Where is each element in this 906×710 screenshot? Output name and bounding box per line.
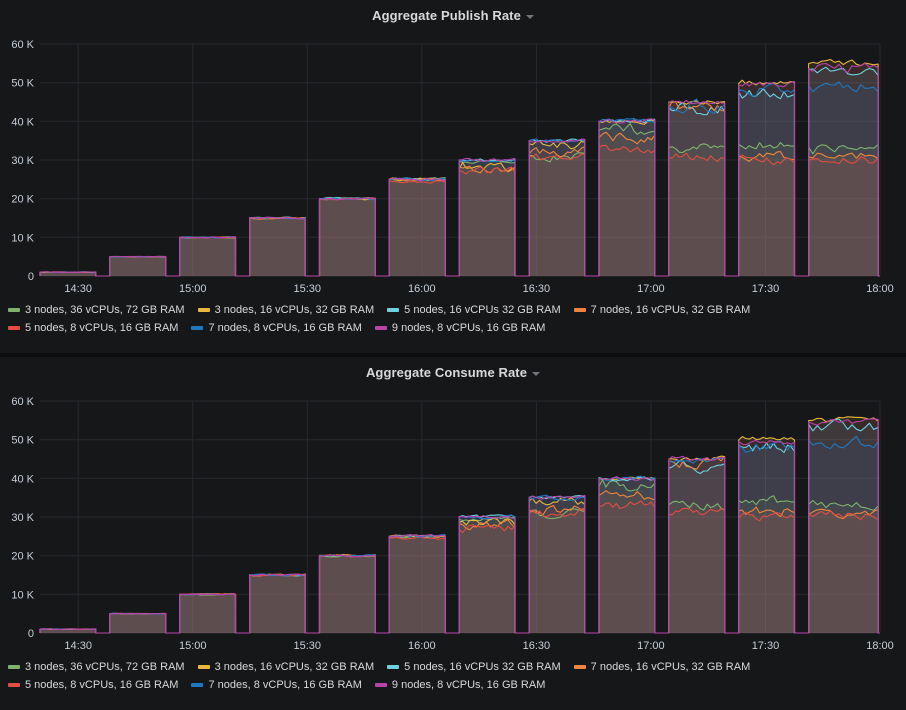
y-tick-label: 10 K (11, 232, 34, 244)
legend-item[interactable]: 7 nodes, 8 vCPUs, 16 GB RAM (191, 319, 362, 337)
legend-label: 3 nodes, 36 vCPUs, 72 GB RAM (25, 304, 185, 316)
panel-menu-caret-icon[interactable] (532, 371, 541, 376)
publish-rate-legend: 3 nodes, 36 vCPUs, 72 GB RAM 3 nodes, 16 … (0, 298, 906, 337)
y-tick-label: 30 K (11, 512, 34, 524)
panel-divider (0, 353, 906, 357)
legend-label: 3 nodes, 16 vCPUs, 32 GB RAM (214, 304, 375, 316)
series-line (39, 418, 880, 634)
series-area (40, 418, 880, 633)
x-tick-label: 15:00 (179, 283, 207, 295)
legend-label: 7 nodes, 16 vCPUs, 32 GB RAM (590, 661, 751, 673)
legend-item[interactable]: 7 nodes, 8 vCPUs, 16 GB RAM (191, 676, 362, 694)
consume-rate-legend: 3 nodes, 36 vCPUs, 72 GB RAM 3 nodes, 16 … (0, 655, 906, 694)
legend-item[interactable]: 9 nodes, 8 vCPUs, 16 GB RAM (374, 676, 546, 694)
legend-label: 3 nodes, 36 vCPUs, 72 GB RAM (25, 661, 185, 673)
y-tick-label: 60 K (11, 39, 34, 51)
x-tick-label: 17:30 (752, 640, 780, 652)
legend-item[interactable]: 5 nodes, 16 vCPUs 32 GB RAM (387, 301, 561, 319)
series-color-icon (374, 683, 387, 687)
x-tick-label: 16:30 (523, 640, 551, 652)
panel-menu-caret-icon[interactable] (525, 14, 534, 19)
x-tick-label: 14:30 (64, 640, 92, 652)
y-tick-label: 30 K (11, 155, 34, 167)
legend-item[interactable]: 5 nodes, 16 vCPUs 32 GB RAM (387, 658, 561, 676)
y-tick-label: 40 K (11, 473, 34, 485)
y-tick-label: 50 K (11, 435, 34, 447)
legend-item[interactable]: 3 nodes, 36 vCPUs, 72 GB RAM (8, 301, 185, 319)
series-color-icon (8, 665, 20, 669)
legend-item[interactable]: 5 nodes, 8 vCPUs, 16 GB RAM (8, 319, 178, 337)
legend-item[interactable]: 7 nodes, 16 vCPUs, 32 GB RAM (573, 658, 751, 676)
y-tick-label: 50 K (11, 78, 34, 90)
series-line (39, 62, 880, 277)
x-tick-label: 17:00 (637, 640, 665, 652)
y-tick-label: 0 (28, 628, 34, 640)
legend-item[interactable]: 9 nodes, 8 vCPUs, 16 GB RAM (374, 319, 546, 337)
x-tick-label: 18:00 (866, 640, 894, 652)
legend-label: 5 nodes, 16 vCPUs 32 GB RAM (404, 304, 561, 316)
legend-label: 3 nodes, 16 vCPUs, 32 GB RAM (214, 661, 375, 673)
legend-item[interactable]: 7 nodes, 16 vCPUs, 32 GB RAM (573, 301, 751, 319)
panel-title[interactable]: Aggregate Consume Rate (365, 364, 528, 380)
series-color-icon (8, 308, 20, 312)
consume-rate-chart[interactable]: 0 10 K 20 K 30 K 40 K 50 K 60 K 14:30 15:00 15:30… (0, 387, 906, 655)
legend-item[interactable]: 5 nodes, 8 vCPUs, 16 GB RAM (8, 676, 178, 694)
series-color-icon (374, 326, 387, 330)
legend-item[interactable]: 3 nodes, 16 vCPUs, 32 GB RAM (197, 301, 375, 319)
y-tick-label: 20 K (11, 194, 34, 206)
x-tick-label: 16:00 (408, 640, 436, 652)
panel-header: Aggregate Publish Rate (0, 0, 906, 30)
panel-aggregate-consume-rate: Aggregate Consume Rate 0 10 K 20 K 30 K 40 K… (0, 357, 906, 710)
x-tick-label: 15:00 (179, 640, 207, 652)
series-color-icon (387, 665, 400, 669)
series-area (40, 63, 880, 276)
series-color-icon (387, 308, 400, 312)
legend-label: 5 nodes, 8 vCPUs, 16 GB RAM (25, 322, 179, 334)
series-color-icon (191, 683, 204, 687)
panel-title[interactable]: Aggregate Publish Rate (372, 7, 521, 23)
x-tick-label: 16:30 (523, 283, 551, 295)
y-tick-label: 60 K (11, 396, 34, 408)
series-color-icon (573, 665, 586, 669)
x-tick-label: 15:30 (294, 640, 322, 652)
legend-label: 7 nodes, 8 vCPUs, 16 GB RAM (208, 322, 362, 334)
legend-label: 9 nodes, 8 vCPUs, 16 GB RAM (391, 679, 546, 691)
x-tick-label: 15:30 (294, 283, 322, 295)
y-tick-label: 10 K (11, 589, 34, 601)
x-tick-label: 16:00 (408, 283, 436, 295)
series-color-icon (573, 308, 586, 312)
x-tick-label: 17:30 (752, 283, 780, 295)
publish-rate-chart[interactable]: 0 10 K 20 K 30 K 40 K 50 K 60 K 14:30 15:00 15:30… (0, 30, 906, 298)
series-color-icon (8, 683, 20, 687)
legend-label: 5 nodes, 8 vCPUs, 16 GB RAM (25, 679, 179, 691)
legend-label: 7 nodes, 16 vCPUs, 32 GB RAM (590, 304, 751, 316)
x-tick-label: 14:30 (64, 283, 92, 295)
y-tick-label: 0 (28, 271, 34, 283)
y-tick-label: 20 K (11, 551, 34, 563)
series-color-icon (197, 308, 210, 312)
y-tick-label: 40 K (11, 116, 34, 128)
legend-item[interactable]: 3 nodes, 36 vCPUs, 72 GB RAM (8, 658, 185, 676)
series-color-icon (197, 665, 210, 669)
legend-label: 9 nodes, 8 vCPUs, 16 GB RAM (391, 322, 546, 334)
x-tick-label: 18:00 (866, 283, 894, 295)
legend-item[interactable]: 3 nodes, 16 vCPUs, 32 GB RAM (197, 658, 375, 676)
panel-aggregate-publish-rate: Aggregate Publish Rate 0 10 K 20 K 30 K 40 K… (0, 0, 906, 353)
series-color-icon (8, 326, 20, 330)
x-tick-label: 17:00 (637, 283, 665, 295)
panel-header: Aggregate Consume Rate (0, 357, 906, 387)
legend-label: 7 nodes, 8 vCPUs, 16 GB RAM (208, 679, 362, 691)
series-color-icon (191, 326, 204, 330)
legend-label: 5 nodes, 16 vCPUs 32 GB RAM (404, 661, 561, 673)
